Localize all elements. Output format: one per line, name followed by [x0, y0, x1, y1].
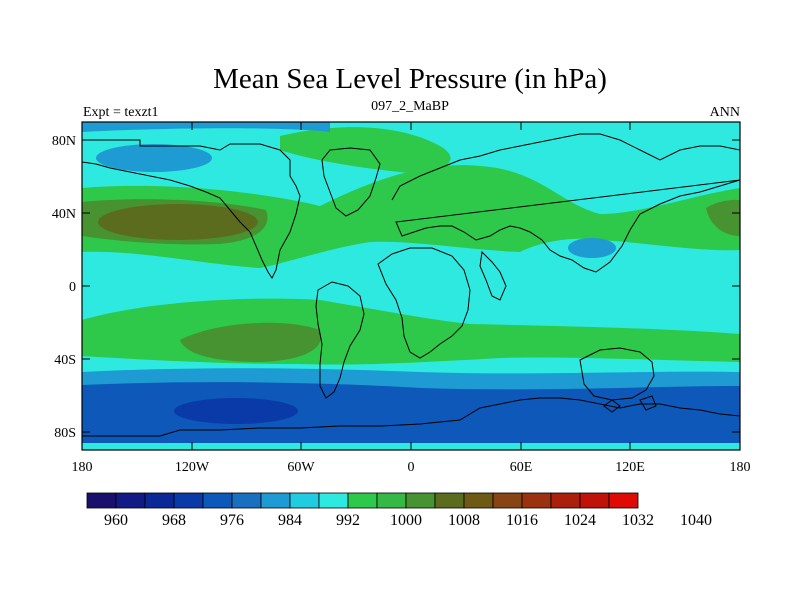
colorbar-label: 1032: [622, 512, 654, 529]
coast-south-america: [315, 281, 365, 399]
coast-eurasia: [391, 133, 740, 273]
colorbar-label: 968: [162, 512, 186, 529]
lat-tick-label: 0: [69, 280, 76, 295]
lon-tick-label: 120E: [615, 460, 645, 475]
coast-north-america: [82, 139, 301, 279]
colorbar-box: [115, 492, 146, 509]
page-title: Mean Sea Level Pressure (in hPa): [213, 63, 607, 95]
lon-tick-label: 60W: [287, 460, 315, 475]
colorbar-box: [260, 492, 291, 509]
contour-north-high-inner: [98, 204, 258, 240]
colorbar-label: 1024: [564, 512, 596, 529]
colorbar-label: 1008: [448, 512, 480, 529]
colorbar-box: [608, 492, 639, 509]
colorbar-box: [579, 492, 610, 509]
coast-south-pacific-islands: [603, 395, 657, 413]
subtitle-center: 097_2_MaBP: [371, 99, 449, 114]
colorbar-label: 960: [104, 512, 128, 529]
colorbar-box: [173, 492, 204, 509]
contour-arctic-low: [96, 144, 212, 172]
lat-tick-label: 40N: [52, 207, 76, 222]
lat-tick-label: 80N: [52, 134, 76, 149]
lat-tick-label: 40S: [54, 353, 76, 368]
contour-north-belt: [82, 165, 740, 268]
colorbar-box: [492, 492, 523, 509]
lon-labels: 180 120W 60W 0 60E 120E 180: [72, 460, 751, 475]
colorbar-box: [144, 492, 175, 509]
lon-tick-label: 120W: [175, 460, 210, 475]
contour-southern-core: [174, 398, 298, 424]
lat-labels: 80N 40N 0 40S 80S: [52, 134, 76, 441]
colorbar-label: 984: [278, 512, 302, 529]
contour-southern-low: [82, 382, 740, 445]
lon-tick-label: 0: [408, 460, 415, 475]
colorbar-box: [289, 492, 320, 509]
colorbar-box: [405, 492, 436, 509]
colorbar-box: [434, 492, 465, 509]
coast-africa: [377, 247, 471, 359]
contour-north-top-low: [82, 122, 330, 132]
colorbar-boxes: [86, 492, 639, 509]
colorbar-label: 1016: [506, 512, 538, 529]
subtitle-left: Expt = texzt1: [83, 105, 159, 120]
colorbar-box: [202, 492, 233, 509]
colorbar-box: [347, 492, 378, 509]
colorbar-label: 992: [336, 512, 360, 529]
colorbar-box: [463, 492, 494, 509]
lon-tick-label: 180: [730, 460, 751, 475]
lon-tick-label: 180: [72, 460, 93, 475]
contour-south-high-core: [180, 322, 322, 362]
colorbar-box: [86, 492, 117, 509]
colorbar-label: 1040: [680, 512, 712, 529]
colorbar-labels: 960 968 976 984 992 1000 1008 1016 1024 …: [104, 512, 712, 529]
subtitle-right: ANN: [710, 105, 740, 120]
colorbar-box: [550, 492, 581, 509]
colorbar-label: 1000: [390, 512, 422, 529]
colorbar-box: [521, 492, 552, 509]
colorbar-label: 976: [220, 512, 244, 529]
colorbar-box: [318, 492, 349, 509]
coastlines: [82, 133, 740, 450]
colorbar-box: [376, 492, 407, 509]
lat-tick-label: 80S: [54, 426, 76, 441]
coast-australia: [579, 347, 655, 401]
map-plot: [82, 122, 740, 450]
coast-greenland: [321, 147, 381, 217]
colorbar: 960 968 976 984 992 1000 1008 1016 1024 …: [86, 492, 712, 529]
lon-tick-label: 60E: [510, 460, 533, 475]
coast-antarctica: [82, 397, 740, 450]
axis-ticks: [81, 122, 741, 450]
contour-atlantic-high: [706, 199, 740, 236]
contour-asia-low: [568, 238, 616, 258]
colorbar-box: [231, 492, 262, 509]
coast-india: [479, 250, 507, 301]
